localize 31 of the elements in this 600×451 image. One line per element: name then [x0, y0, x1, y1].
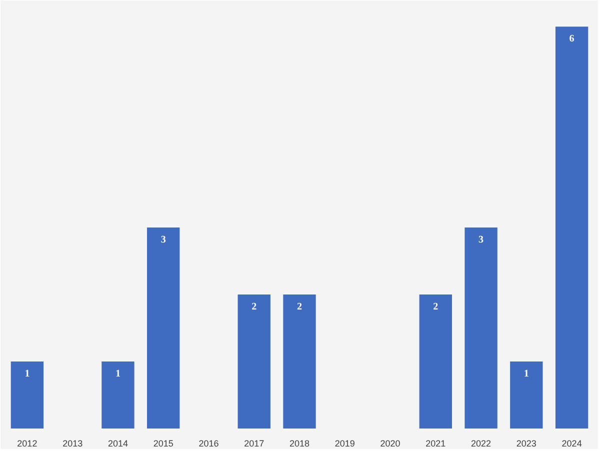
bar: [102, 362, 134, 428]
x-tick-label: 2016: [198, 438, 219, 448]
x-tick-label: 2023: [516, 438, 536, 448]
x-tick-label: 2019: [334, 438, 355, 448]
x-tick-label: 2022: [471, 438, 492, 448]
x-tick-label: 2018: [289, 438, 310, 448]
x-tick-label: 2020: [380, 438, 400, 448]
data-label: 6: [569, 34, 574, 45]
x-tick-label: 2021: [426, 438, 446, 448]
data-label: 2: [252, 302, 257, 313]
bar: [464, 228, 498, 428]
bar: [283, 294, 316, 428]
x-tick-label: 2012: [17, 438, 38, 448]
bar: [10, 362, 44, 428]
data-label: 2: [297, 302, 302, 313]
bar: [238, 294, 270, 428]
bar: [147, 228, 180, 428]
data-label: 2: [433, 302, 438, 313]
bar: [419, 294, 452, 428]
data-label: 1: [24, 368, 30, 380]
bar: [510, 362, 543, 428]
bar: [555, 26, 588, 428]
x-tick-label: 2015: [153, 438, 174, 448]
data-label: 1: [524, 368, 529, 380]
data-label: 3: [478, 234, 484, 246]
data-label: 1: [115, 368, 120, 380]
x-tick-label: 2014: [108, 438, 128, 448]
x-tick-label: 2017: [244, 438, 264, 448]
x-tick-label: 2024: [562, 438, 582, 448]
x-tick-label: 2013: [62, 438, 83, 448]
data-label: 3: [160, 234, 166, 246]
